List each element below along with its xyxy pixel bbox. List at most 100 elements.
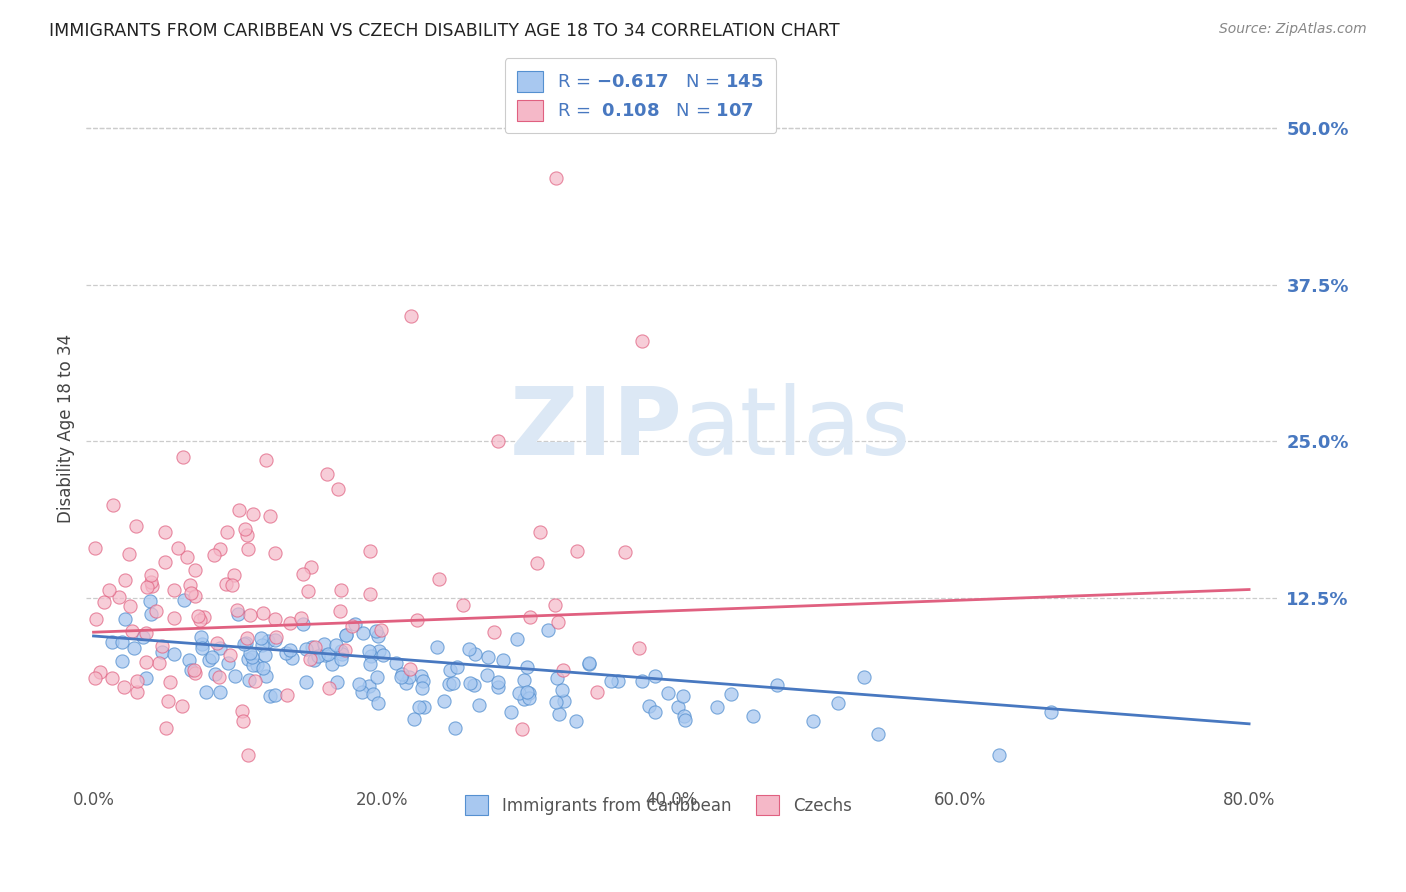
Point: [266, 630, 288, 644]
Point: [988, 748, 1011, 763]
Point: [486, 434, 509, 449]
Point: [606, 673, 628, 688]
Point: [111, 635, 134, 649]
Point: [741, 708, 763, 723]
Point: [167, 541, 190, 555]
Point: [360, 648, 382, 663]
Y-axis label: Disability Age 18 to 34: Disability Age 18 to 34: [58, 334, 75, 524]
Point: [401, 309, 423, 323]
Point: [546, 671, 568, 685]
Point: [139, 594, 162, 608]
Point: [191, 641, 214, 656]
Point: [280, 643, 302, 657]
Point: [657, 685, 679, 699]
Point: [482, 624, 505, 639]
Legend: Immigrants from Caribbean, Czechs: Immigrants from Caribbean, Czechs: [456, 786, 862, 825]
Point: [180, 663, 202, 677]
Point: [236, 528, 259, 542]
Point: [231, 705, 253, 719]
Point: [170, 698, 193, 713]
Point: [184, 589, 207, 603]
Point: [139, 575, 162, 590]
Point: [551, 663, 574, 677]
Point: [329, 583, 352, 598]
Point: [333, 642, 356, 657]
Point: [179, 577, 201, 591]
Point: [257, 633, 280, 648]
Point: [236, 631, 259, 645]
Point: [254, 453, 277, 467]
Point: [544, 170, 567, 185]
Point: [219, 648, 242, 663]
Point: [706, 700, 728, 714]
Point: [89, 665, 111, 679]
Point: [201, 650, 224, 665]
Point: [114, 573, 136, 587]
Point: [578, 656, 600, 670]
Point: [364, 624, 387, 638]
Point: [291, 566, 314, 581]
Point: [242, 658, 264, 673]
Point: [614, 545, 637, 559]
Point: [236, 651, 259, 665]
Point: [517, 686, 540, 700]
Point: [666, 700, 689, 714]
Point: [357, 679, 380, 693]
Point: [544, 598, 567, 612]
Point: [637, 699, 659, 714]
Point: [163, 583, 186, 598]
Point: [299, 560, 322, 574]
Point: [190, 630, 212, 644]
Point: [101, 634, 124, 648]
Point: [673, 713, 696, 727]
Point: [239, 607, 262, 622]
Point: [127, 685, 149, 699]
Point: [827, 696, 849, 710]
Point: [408, 700, 430, 714]
Point: [325, 639, 347, 653]
Point: [644, 669, 666, 683]
Point: [233, 522, 256, 536]
Point: [145, 604, 167, 618]
Point: [347, 677, 370, 691]
Point: [217, 656, 239, 670]
Point: [139, 607, 162, 621]
Point: [477, 650, 499, 665]
Point: [314, 648, 336, 662]
Point: [526, 556, 548, 570]
Point: [600, 674, 623, 689]
Point: [246, 657, 269, 672]
Point: [329, 652, 352, 666]
Point: [83, 671, 105, 685]
Point: [155, 721, 177, 735]
Point: [366, 670, 388, 684]
Point: [204, 667, 226, 681]
Point: [426, 640, 449, 655]
Point: [335, 628, 357, 642]
Point: [537, 623, 560, 637]
Point: [468, 698, 491, 712]
Point: [506, 632, 529, 646]
Point: [486, 674, 509, 689]
Point: [367, 696, 389, 710]
Point: [547, 615, 569, 629]
Point: [208, 542, 231, 557]
Point: [359, 657, 381, 672]
Point: [553, 694, 575, 708]
Point: [298, 652, 321, 666]
Point: [155, 524, 177, 539]
Point: [177, 653, 200, 667]
Point: [163, 611, 186, 625]
Point: [173, 593, 195, 607]
Point: [215, 524, 238, 539]
Point: [548, 707, 571, 722]
Point: [208, 670, 231, 684]
Point: [259, 689, 281, 703]
Point: [297, 584, 319, 599]
Point: [157, 694, 180, 708]
Point: [508, 685, 530, 699]
Point: [439, 663, 461, 677]
Point: [295, 642, 318, 657]
Point: [551, 682, 574, 697]
Point: [326, 675, 349, 690]
